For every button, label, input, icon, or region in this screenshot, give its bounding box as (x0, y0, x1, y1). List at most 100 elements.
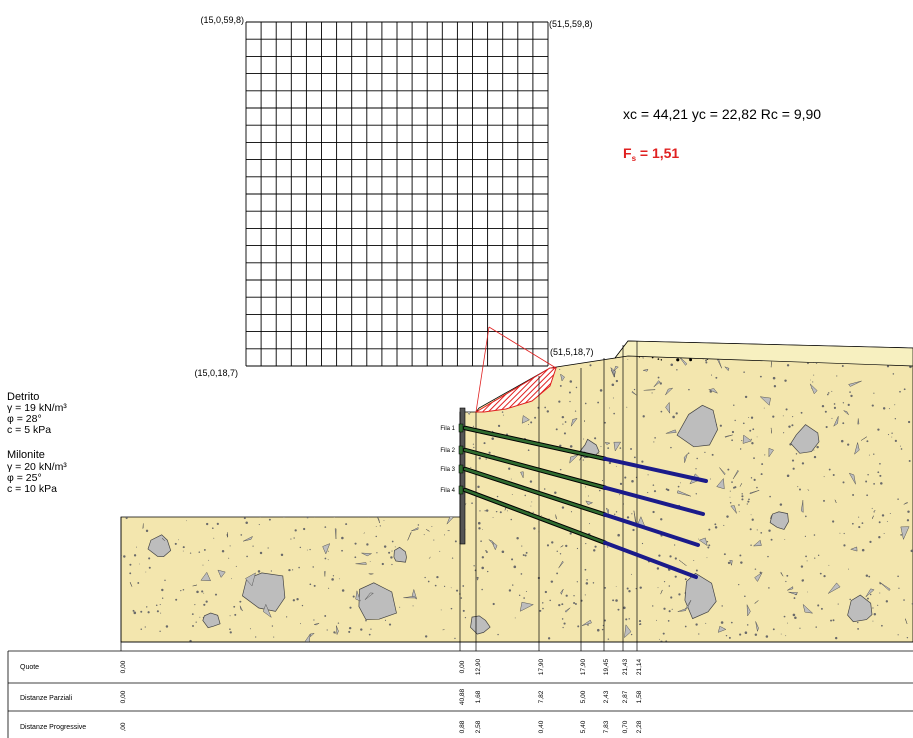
soil-speck (423, 344, 426, 346)
soil-speck (551, 541, 554, 544)
soil-speck (230, 387, 233, 390)
soil-speck (291, 424, 295, 427)
soil-speck (134, 423, 137, 426)
soil-speck (239, 600, 242, 603)
soil-speck (475, 378, 477, 380)
soil-speck (407, 475, 410, 478)
soil-speck (657, 587, 659, 589)
soil-speck (630, 448, 632, 450)
soil-speck (857, 621, 859, 624)
gravel (653, 380, 661, 388)
gravel (217, 569, 226, 578)
table-cell: 17,90 (538, 658, 545, 675)
soil-speck (132, 609, 135, 612)
soil-speck (619, 494, 621, 496)
soil-speck (357, 449, 361, 452)
soil-speck (195, 621, 197, 623)
soil-speck (706, 557, 708, 559)
soil-speck (670, 446, 672, 449)
soil-speck (631, 573, 633, 575)
gravel (431, 512, 448, 517)
anchor-head (458, 464, 464, 474)
soil-speck (335, 374, 338, 377)
soil-speck (739, 633, 742, 636)
soil-speck (403, 464, 406, 468)
soil-speck (409, 497, 411, 499)
soil-speck (641, 542, 644, 545)
soil-speck (448, 530, 450, 532)
soil-speck (662, 632, 665, 635)
soil-speck (265, 488, 269, 491)
soil-speck (865, 574, 869, 577)
soil-speck (249, 385, 252, 388)
grid-corner-bottom-left: (15,0,18,7) (194, 368, 238, 378)
soil-speck (388, 551, 391, 554)
soil-speck (417, 524, 420, 526)
soil-speck (565, 544, 568, 548)
soil-speck (425, 514, 428, 517)
soil-speck (706, 541, 709, 543)
soil-speck (302, 341, 305, 344)
soil-speck (542, 607, 544, 610)
soil-speck (325, 414, 327, 416)
soil-speck (402, 419, 405, 421)
anchor-free-length (463, 448, 607, 489)
soil-speck (559, 553, 562, 555)
soil-speck (894, 418, 897, 420)
soil-speck (245, 521, 248, 525)
soil-speck (660, 518, 663, 521)
stone (847, 594, 873, 623)
soil-speck (292, 416, 294, 418)
soil-speck (729, 502, 732, 504)
soil-speck (429, 342, 432, 345)
soil-speck (301, 410, 303, 412)
soil-speck (406, 475, 409, 478)
soil-speck (431, 525, 433, 527)
soil-speck (786, 574, 789, 577)
soil-speck (269, 437, 272, 439)
soil-speck (659, 382, 662, 385)
soil-speck (148, 343, 150, 344)
soil-speck (164, 579, 166, 582)
soil-speck (460, 597, 463, 599)
soil-speck (334, 342, 336, 344)
gravel (269, 374, 279, 380)
soil-speck (383, 459, 386, 463)
soil-speck (326, 629, 328, 631)
soil-speck (807, 362, 809, 365)
soil-speck (174, 430, 176, 432)
soil-speck (705, 622, 707, 624)
soil-speck (233, 605, 236, 608)
soil-speck (252, 545, 254, 547)
soil-speck (601, 628, 604, 631)
soil-speck (439, 373, 441, 375)
soil-speck (139, 563, 140, 565)
soil-speck (761, 463, 764, 465)
soil-speck (121, 499, 124, 502)
soil-speck (675, 412, 678, 415)
soil-speck (828, 468, 831, 471)
stone (684, 572, 717, 620)
soil-speck (693, 559, 695, 561)
soil-speck (589, 364, 592, 367)
soil-speck (480, 389, 482, 391)
gravel (905, 617, 908, 624)
table-cell: 2,87 (622, 690, 629, 703)
gravel (569, 454, 579, 464)
soil-speck (499, 511, 502, 514)
gravel (564, 607, 571, 613)
soil-speck (899, 445, 901, 447)
soil-speck (333, 503, 336, 507)
soil-speck (894, 404, 896, 406)
soil-speck (754, 633, 758, 636)
gravel (854, 442, 860, 455)
soil-speck (840, 439, 844, 443)
soil-speck (152, 367, 155, 369)
soil-speck (883, 532, 885, 534)
soil-speck (524, 494, 527, 497)
gravel (363, 532, 365, 534)
soil-speck (751, 442, 754, 445)
soil-speck (182, 550, 184, 552)
soil-speck (569, 400, 571, 403)
